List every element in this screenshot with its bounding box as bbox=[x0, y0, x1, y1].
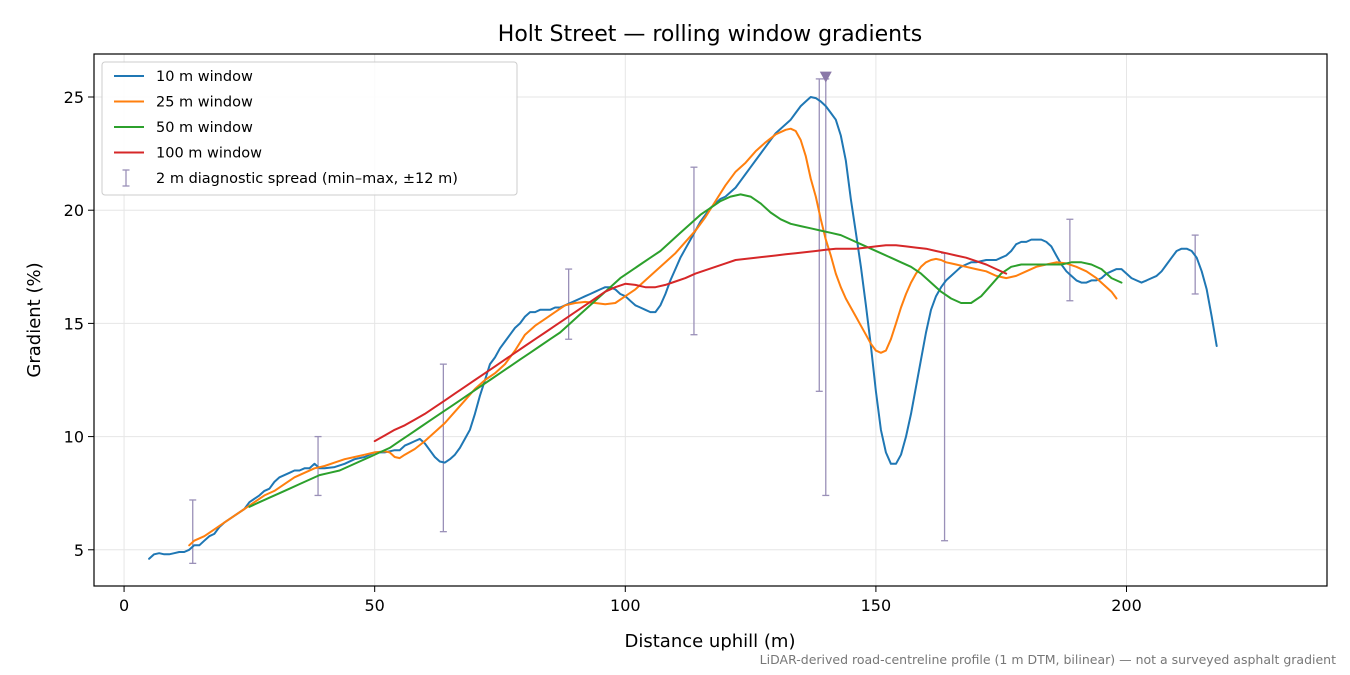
peak-marker bbox=[819, 71, 832, 83]
legend-label-4: 100 m window bbox=[156, 146, 262, 162]
x-axis-ticks: 0 50 100 150 200 bbox=[119, 586, 1142, 615]
y-tick-label: 25 bbox=[64, 88, 84, 107]
series-line-3 bbox=[248, 193, 1123, 508]
legend-box bbox=[101, 61, 518, 196]
series-line-2 bbox=[188, 127, 1118, 547]
peak-marker-triangle bbox=[819, 71, 832, 83]
x-tick-label: 100 bbox=[610, 596, 641, 615]
x-tick-label: 200 bbox=[1111, 596, 1142, 615]
y-tick-label: 10 bbox=[64, 428, 84, 447]
x-tick-label: 0 bbox=[119, 596, 129, 615]
legend-label-2: 25 m window bbox=[156, 95, 253, 111]
legend-label-errorbars: 2 m diagnostic spread (min–max, ±12 m) bbox=[156, 171, 458, 187]
y-tick-label: 5 bbox=[74, 541, 84, 560]
series-line-4 bbox=[373, 244, 1008, 443]
grid bbox=[94, 54, 1327, 586]
x-tick-label: 50 bbox=[365, 596, 385, 615]
x-axis-label: Distance uphill (m) bbox=[625, 631, 796, 652]
plot-frame bbox=[93, 53, 1328, 587]
y-tick-label: 15 bbox=[64, 314, 84, 333]
legend-label-3: 50 m window bbox=[156, 120, 253, 136]
legend-label-1: 10 m window bbox=[156, 69, 253, 85]
legend: 10 m window 25 m window 50 m window 100 m w… bbox=[101, 61, 518, 196]
x-tick-label: 150 bbox=[861, 596, 892, 615]
series-lines bbox=[148, 96, 1218, 560]
chart-title: Holt Street — rolling window gradients bbox=[498, 22, 922, 47]
series-line-1 bbox=[148, 96, 1218, 560]
y-axis-ticks: 5 10 15 20 25 bbox=[64, 88, 94, 560]
error-bars bbox=[189, 78, 1199, 565]
y-axis-label: Gradient (%) bbox=[24, 262, 45, 377]
y-tick-label: 20 bbox=[64, 201, 84, 220]
footnote: LiDAR-derived road-centreline profile (1… bbox=[760, 652, 1336, 667]
